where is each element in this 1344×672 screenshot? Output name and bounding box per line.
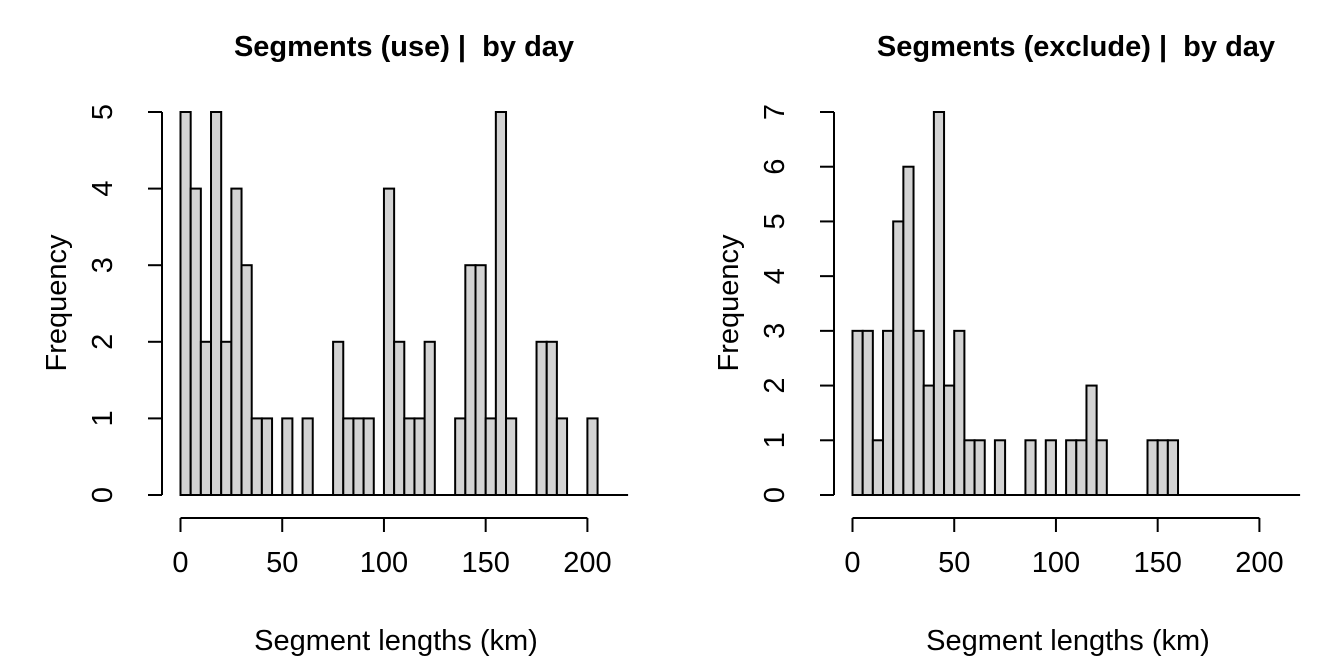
histogram-bar <box>474 264 487 497</box>
y-axis-tick-label: 7 <box>759 104 791 120</box>
y-axis-tick-label: 1 <box>87 410 119 426</box>
y-axis-tick-label: 4 <box>87 181 119 197</box>
y-axis-label: Frequency <box>713 234 745 372</box>
y-axis-label: Frequency <box>41 234 73 372</box>
y-axis-tick-label: 1 <box>759 432 791 448</box>
histogram-bar <box>973 439 986 496</box>
x-axis-tick-label: 0 <box>844 547 860 579</box>
exclude-histogram-panel: 0 1 2 3 4 5 6 7 0 50 100 150 200 Segments (exclude) |… <box>672 0 1344 672</box>
x-axis-tick-label: 150 <box>1133 547 1181 579</box>
histogram-bar <box>1065 439 1078 496</box>
histogram-bar <box>413 417 426 496</box>
histogram-bar <box>230 187 243 496</box>
histogram-bar <box>586 417 599 496</box>
chart-title: Segments (use) | by day <box>234 31 574 63</box>
use-histogram-panel: 0 1 2 3 4 5 0 50 100 150 200 Segments (use) | by da… <box>41 31 629 657</box>
x-axis-label: Segment lengths (km) <box>254 625 538 657</box>
histogram-bar <box>240 264 253 497</box>
histogram-bar <box>943 384 956 497</box>
histogram-bar <box>545 340 558 496</box>
histogram-bar <box>199 340 213 496</box>
histogram-bar <box>535 340 548 496</box>
histogram-bar <box>1095 439 1108 496</box>
histogram-bar <box>342 417 355 496</box>
x-axis-tick-label: 50 <box>938 547 970 579</box>
histogram-bar <box>403 417 416 496</box>
histogram-bar <box>1166 439 1180 496</box>
histogram-bar <box>179 111 192 496</box>
histogram-bar <box>882 329 895 496</box>
histogram-bar <box>423 340 436 496</box>
histogram-bar <box>260 417 274 496</box>
histogram-bar <box>1156 439 1169 496</box>
histogram-bar <box>464 264 477 497</box>
histogram-bar <box>210 111 223 496</box>
histogram-bar <box>1044 439 1057 496</box>
histogram-bar <box>555 417 569 496</box>
histogram-bar <box>281 417 294 496</box>
histogram-bar <box>332 340 345 496</box>
y-axis-tick-label: 0 <box>87 487 119 503</box>
y-axis-tick-label: 2 <box>759 378 791 394</box>
histogram-bar <box>1085 384 1098 497</box>
histogram-bar <box>851 329 864 496</box>
histogram-bar <box>953 329 966 496</box>
x-axis-tick-label: 50 <box>266 547 298 579</box>
histogram-bar <box>484 417 497 496</box>
histogram-bar <box>963 439 976 496</box>
histogram-bar <box>861 329 874 496</box>
histogram-bar <box>902 165 915 496</box>
histogram-bar <box>301 417 314 496</box>
histogram-bar <box>362 417 375 496</box>
x-axis-tick-label: 150 <box>461 547 509 579</box>
histogram-bar <box>494 111 508 496</box>
x-axis-label: Segment lengths (km) <box>926 625 1210 657</box>
y-axis-tick-label: 0 <box>759 487 791 503</box>
y-axis-tick-label: 3 <box>759 323 791 339</box>
histogram-bar <box>1075 439 1088 496</box>
y-axis-tick-label: 3 <box>87 257 119 273</box>
histogram-bar <box>871 439 885 496</box>
chart-title: Segments (exclude) | by day <box>877 31 1275 63</box>
histogram-bar <box>993 439 1007 496</box>
x-axis-tick-label: 0 <box>172 547 188 579</box>
histogram-bar <box>505 417 518 496</box>
y-axis-tick-label: 5 <box>87 104 119 120</box>
histogram-bar <box>454 417 467 496</box>
histogram-bar <box>932 111 946 496</box>
histogram-bar <box>922 384 935 497</box>
histogram-bar <box>393 340 406 496</box>
x-axis-tick-label: 100 <box>1032 547 1080 579</box>
y-axis-tick-label: 2 <box>87 334 119 350</box>
histogram-bar <box>220 340 233 496</box>
y-axis-tick-label: 5 <box>759 213 791 229</box>
x-axis-tick-label: 200 <box>1235 547 1283 579</box>
histogram-bar <box>912 329 925 496</box>
histogram-bar <box>352 417 365 496</box>
y-axis-tick-label: 6 <box>759 159 791 175</box>
histogram-bar <box>382 187 396 496</box>
y-axis-tick-label: 4 <box>759 268 791 284</box>
exclude-histogram: 0 1 2 3 4 5 6 7 0 50 100 150 200 Segments (exclude) |… <box>713 31 1301 657</box>
histogram-bar <box>189 187 202 496</box>
histogram-bar <box>1146 439 1159 496</box>
x-axis-tick-label: 100 <box>360 547 408 579</box>
histogram-bar <box>892 220 905 497</box>
histogram-bar <box>1024 439 1037 496</box>
histogram-bar <box>250 417 263 496</box>
x-axis-tick-label: 200 <box>563 547 611 579</box>
